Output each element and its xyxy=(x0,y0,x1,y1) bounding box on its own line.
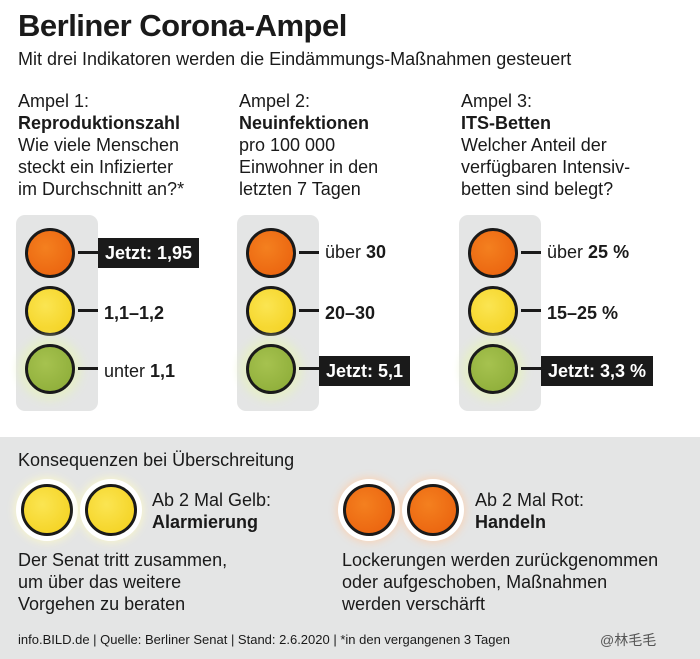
ampel-3-green-lamp xyxy=(468,344,518,394)
ampel-2-name: Neuinfektionen xyxy=(239,113,370,133)
yellow-rule: Ab 2 Mal Gelb: Alarmierung xyxy=(152,489,271,533)
ampel-1-red-connector xyxy=(78,251,98,254)
ampel-3-yellow-value: 15–25 % xyxy=(547,303,619,323)
ampel-2-red-label: über 30 xyxy=(325,241,386,263)
consequences-panel: Konsequenzen bei Überschreitung Ab 2 Mal… xyxy=(0,437,700,659)
ampel-1-green-value: 1,1 xyxy=(150,361,176,381)
ampel-2-yellow-label: 20–30 xyxy=(325,302,375,324)
yellow-light-icon xyxy=(21,484,73,536)
yellow-consequence-text: Der Senat tritt zusammen, um über das we… xyxy=(18,550,228,614)
ampel-1-green-label: unter 1,1 xyxy=(104,360,175,382)
ampel-3-name: ITS-Betten xyxy=(461,113,551,133)
yellow-light-icon xyxy=(85,484,137,536)
ampel-2-red-prefix: über xyxy=(325,242,362,262)
ampel-3-green-connector xyxy=(521,367,541,370)
ampel-1-green-prefix: unter xyxy=(104,361,146,381)
ampel-1-red-lamp xyxy=(25,228,75,278)
ampel-2-traffic-light xyxy=(237,215,319,411)
red-consequence-text: Lockerungen werden zurückgenommen oder a… xyxy=(342,550,659,614)
ampel-3-yellow-label: 15–25 % xyxy=(547,302,618,324)
ampel-1-green-lamp xyxy=(25,344,75,394)
ampel-2-header: Ampel 2: Neuinfektionen pro 100 000 Einw… xyxy=(239,90,459,200)
ampel-3-traffic-light xyxy=(459,215,541,411)
ampel-3-red-label: über 25 % xyxy=(547,241,629,263)
consequences-title: Konsequenzen bei Überschreitung xyxy=(18,450,295,470)
ampel-3-header: Ampel 3: ITS-Betten Welcher Anteil der v… xyxy=(461,90,681,200)
ampel-1-yellow-lamp xyxy=(25,286,75,336)
ampel-2-green-connector xyxy=(299,367,319,370)
ampel-2-yellow-value: 20–30 xyxy=(325,303,376,323)
red-light-icon xyxy=(407,484,459,536)
ampel-1-name: Reproduktionszahl xyxy=(18,113,181,133)
red-rule: Ab 2 Mal Rot: Handeln xyxy=(475,489,584,533)
ampel-3-description: Welcher Anteil der verfügbaren Intensiv-… xyxy=(461,135,631,199)
ampel-3-current-value-tag: Jetzt: 3,3 % xyxy=(541,356,654,386)
ampel-2-current-value-tag: Jetzt: 5,1 xyxy=(319,356,411,386)
ampel-3-red-connector xyxy=(521,251,541,254)
ampel-1-kicker: Ampel 1: xyxy=(18,91,90,111)
page-title: Berliner Corona-Ampel xyxy=(18,8,347,43)
ampel-3-red-prefix: über xyxy=(547,242,584,262)
ampel-3-kicker: Ampel 3: xyxy=(461,91,533,111)
ampel-2-red-connector xyxy=(299,251,319,254)
ampel-2-red-value: 30 xyxy=(366,242,387,262)
ampel-1-description: Wie viele Menschen steckt ein Infizierte… xyxy=(18,135,185,199)
red-rule-text: Ab 2 Mal Rot: xyxy=(475,490,585,510)
watermark-credit: @林毛毛 xyxy=(600,632,657,648)
ampel-1-current-value-tag: Jetzt: 1,95 xyxy=(98,238,200,268)
ampel-1-traffic-light xyxy=(16,215,98,411)
ampel-2-yellow-connector xyxy=(299,309,319,312)
ampel-3-red-value: 25 % xyxy=(588,242,630,262)
ampel-3-yellow-lamp xyxy=(468,286,518,336)
ampel-3-yellow-connector xyxy=(521,309,541,312)
ampel-1-header: Ampel 1: Reproduktionszahl Wie viele Men… xyxy=(18,90,238,200)
ampel-3-red-lamp xyxy=(468,228,518,278)
yellow-rule-action: Alarmierung xyxy=(152,512,259,532)
source-footer: info.BILD.de | Quelle: Berliner Senat | … xyxy=(18,632,510,647)
red-rule-action: Handeln xyxy=(475,512,547,532)
ampel-2-green-lamp xyxy=(246,344,296,394)
ampel-2-red-lamp xyxy=(246,228,296,278)
ampel-1-green-connector xyxy=(78,367,98,370)
ampel-2-kicker: Ampel 2: xyxy=(239,91,311,111)
page-subtitle: Mit drei Indikatoren werden die Eindämmu… xyxy=(18,49,572,69)
ampel-1-yellow-connector xyxy=(78,309,98,312)
ampel-1-yellow-value: 1,1–1,2 xyxy=(104,303,165,323)
ampel-1-yellow-label: 1,1–1,2 xyxy=(104,302,164,324)
ampel-2-yellow-lamp xyxy=(246,286,296,336)
red-light-icon xyxy=(343,484,395,536)
yellow-rule-text: Ab 2 Mal Gelb: xyxy=(152,490,272,510)
ampel-2-description: pro 100 000 Einwohner in den letzten 7 T… xyxy=(239,135,379,199)
